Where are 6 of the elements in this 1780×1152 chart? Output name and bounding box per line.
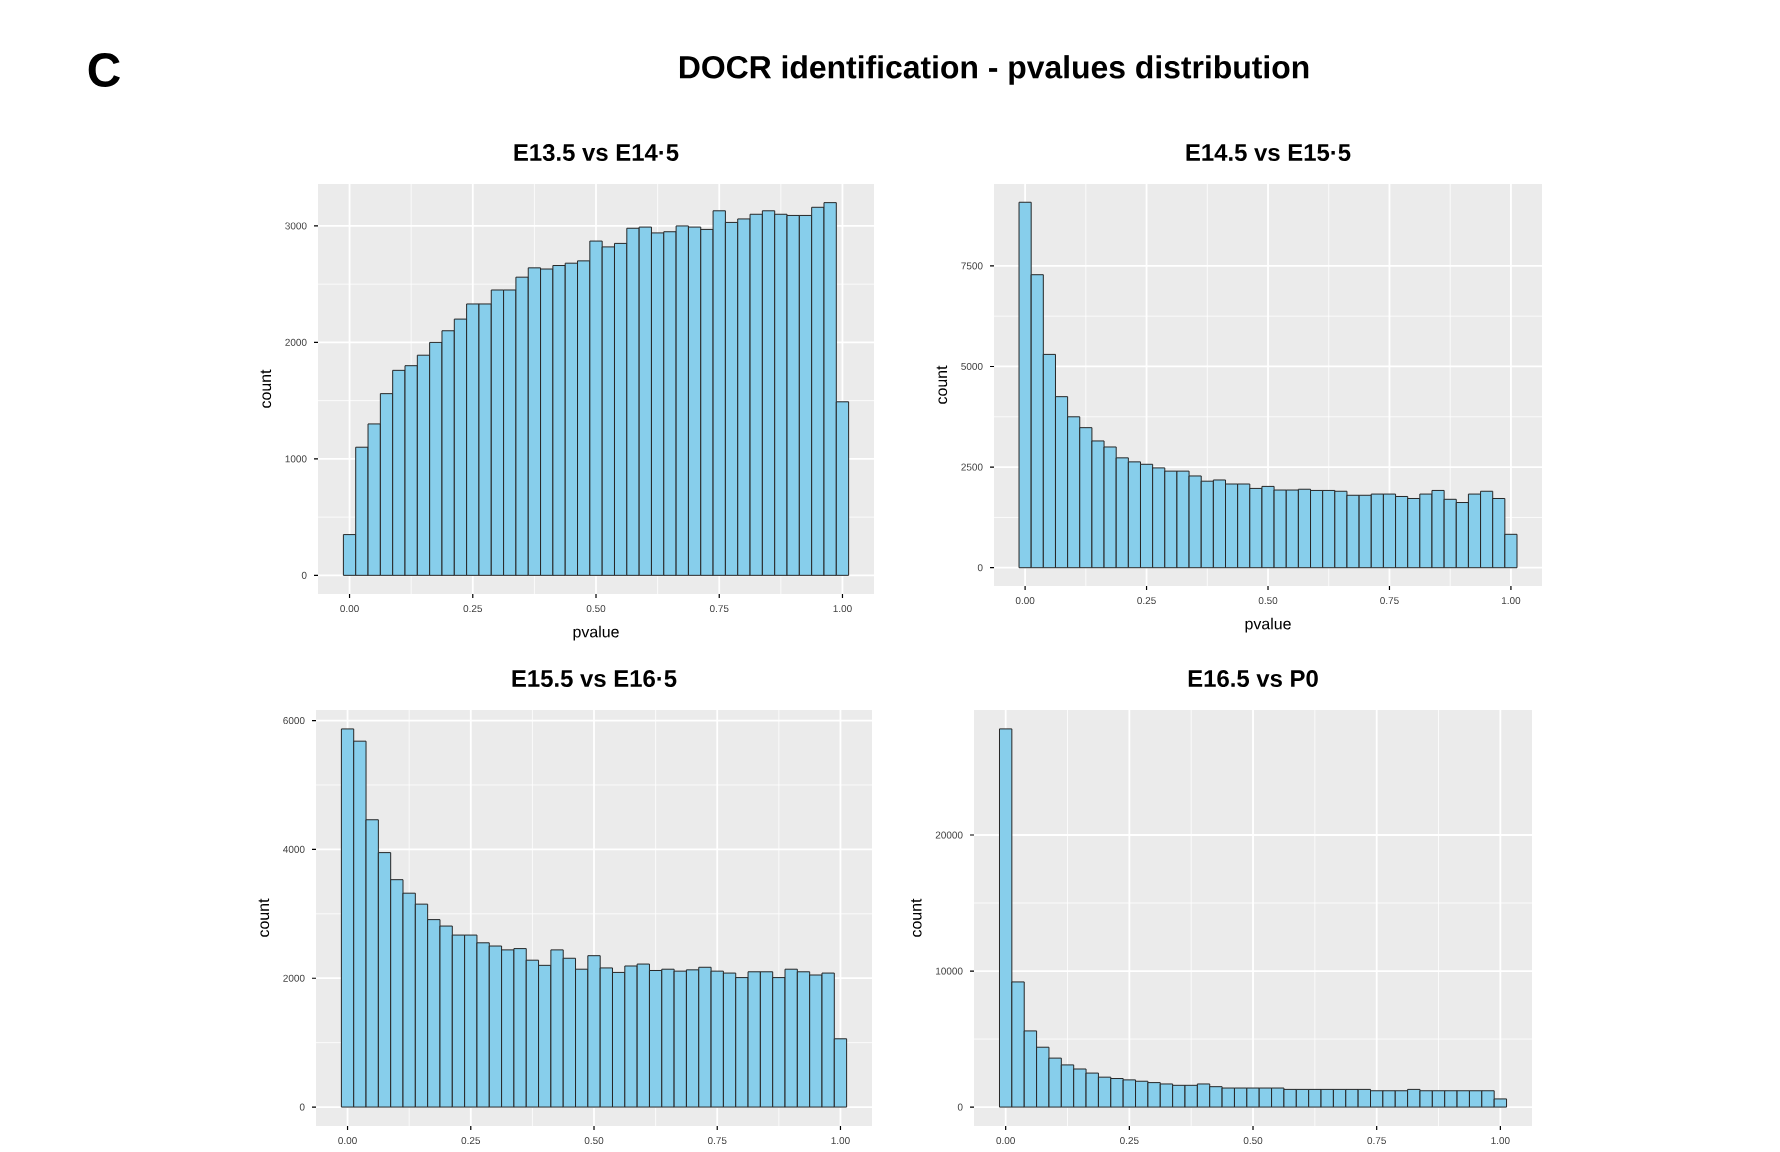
chart-title: E15.5 vs E16·5 — [512, 670, 677, 687]
chart-title: E16.5 vs P0 — [1188, 670, 1318, 687]
chart-title: E13.5 vs E14·5 — [514, 144, 679, 162]
chart-title: E14.5 vs E15·5 — [1186, 144, 1351, 161]
text: C — [88, 53, 120, 87]
text: DOCR identification - pvalues distribution — [679, 55, 1309, 85]
